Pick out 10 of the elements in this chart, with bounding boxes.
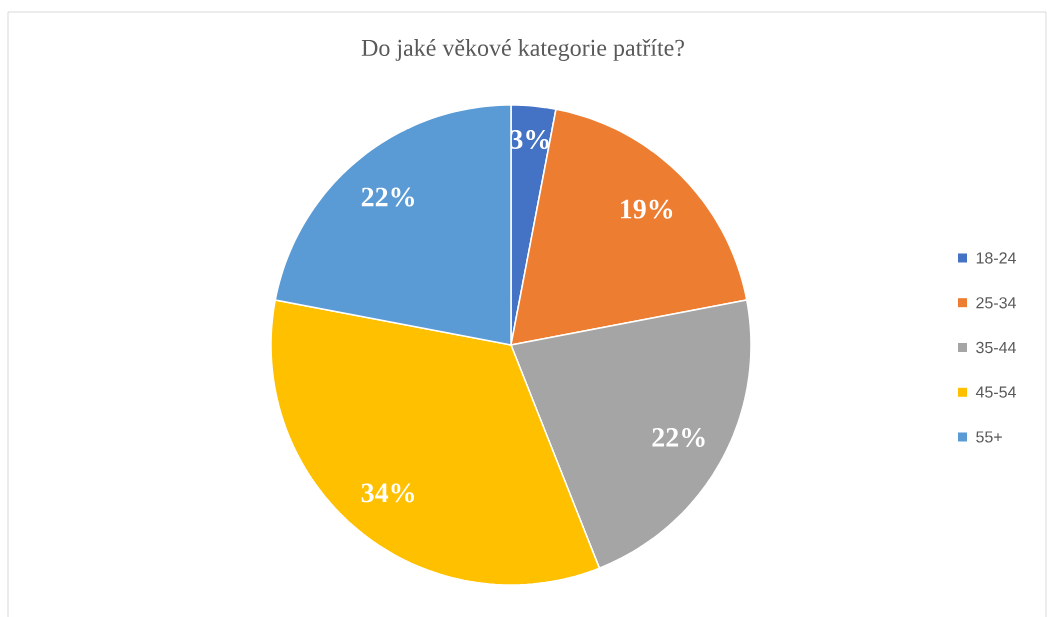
data-label: 19% (621, 199, 673, 219)
legend-label: 25-34 (976, 296, 1016, 309)
legend-label: 35-44 (976, 341, 1016, 353)
legend-label: 18-24 (976, 252, 1016, 264)
legend-label: 45-54 (975, 386, 1016, 398)
chart-title: Do jaké věkové kategorie patříte? (361, 38, 684, 61)
data-label: 22% (652, 427, 705, 447)
data-label: 22% (361, 187, 415, 207)
legend-label: 55+ (976, 431, 1002, 443)
data-label: 34% (361, 483, 415, 503)
